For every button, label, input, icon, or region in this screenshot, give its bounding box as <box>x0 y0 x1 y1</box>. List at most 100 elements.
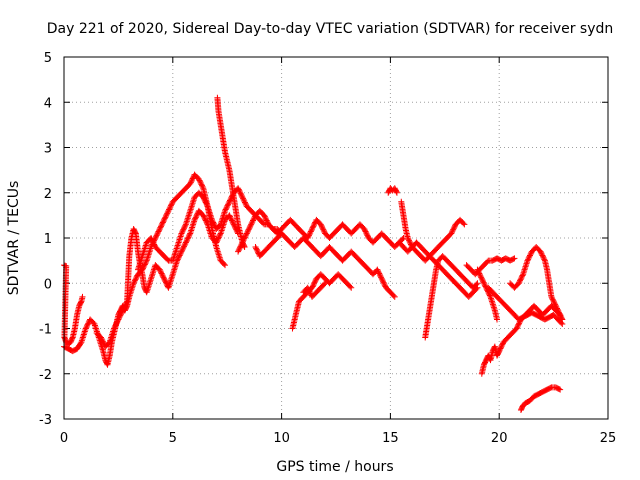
data-point-marker <box>513 325 520 332</box>
data-point-marker <box>406 238 413 245</box>
data-point-marker <box>363 229 370 236</box>
data-point-marker <box>235 186 242 193</box>
data-point-marker <box>111 324 118 331</box>
data-point-marker <box>203 220 210 227</box>
data-point-marker <box>203 200 210 207</box>
data-point-marker <box>364 232 371 239</box>
data-point-marker <box>305 286 312 293</box>
series-sat-j <box>385 185 400 196</box>
data-point-marker <box>381 280 388 287</box>
data-point-marker <box>558 315 565 322</box>
data-point-marker <box>192 214 199 221</box>
data-point-marker <box>164 256 171 263</box>
data-point-marker <box>213 239 220 246</box>
data-point-marker <box>98 335 105 342</box>
data-point-marker <box>185 233 192 240</box>
data-point-marker <box>474 266 481 273</box>
data-point-marker <box>111 325 118 332</box>
data-point-marker <box>390 292 397 299</box>
data-point-marker <box>142 260 149 267</box>
data-point-marker <box>202 216 209 223</box>
data-point-marker <box>305 287 312 294</box>
series-sat-q <box>485 284 566 327</box>
data-point-marker <box>112 321 119 328</box>
data-point-marker <box>449 227 456 234</box>
data-point-marker <box>187 180 194 187</box>
data-point-marker <box>222 262 229 269</box>
data-point-marker <box>552 302 559 309</box>
data-point-marker <box>322 280 329 287</box>
data-point-marker <box>236 244 243 251</box>
data-point-marker <box>251 214 258 221</box>
y-tick-label: 1 <box>44 232 52 247</box>
data-point-marker <box>310 222 317 229</box>
data-point-marker <box>378 274 385 281</box>
x-tick-label: 5 <box>169 431 177 446</box>
data-point-marker <box>167 202 174 209</box>
grid <box>64 57 608 419</box>
data-point-marker <box>186 231 193 238</box>
data-point-marker <box>229 218 236 225</box>
data-point-marker <box>517 277 524 284</box>
data-point-marker <box>200 195 207 202</box>
data-point-marker <box>189 175 196 182</box>
data-point-marker <box>116 315 123 322</box>
data-point-marker <box>550 297 557 304</box>
data-point-marker <box>182 239 189 246</box>
data-point-marker <box>202 199 209 206</box>
data-point-marker <box>309 224 316 231</box>
data-point-marker <box>180 243 187 250</box>
data-point-marker <box>151 241 158 248</box>
data-point-marker <box>141 262 148 269</box>
data-point-marker <box>180 244 187 251</box>
data-point-marker <box>242 233 249 240</box>
data-point-marker <box>118 309 125 316</box>
data-point-marker <box>148 235 155 241</box>
data-point-marker <box>475 269 482 276</box>
data-point-marker <box>188 178 195 185</box>
series-sat-g <box>252 230 398 300</box>
data-point-marker <box>518 275 525 282</box>
data-point-marker <box>77 299 84 306</box>
data-point-marker <box>228 217 235 224</box>
data-point-marker <box>161 277 168 284</box>
data-point-marker <box>540 255 547 262</box>
data-point-marker <box>79 293 86 300</box>
data-point-marker <box>551 300 558 307</box>
data-point-marker <box>498 342 505 349</box>
data-point-marker <box>556 386 563 393</box>
data-point-marker <box>113 320 120 327</box>
data-point-marker <box>69 335 76 342</box>
data-point-marker <box>481 280 488 287</box>
data-point-marker <box>164 210 171 217</box>
data-point-marker <box>248 220 255 227</box>
data-point-marker <box>405 236 412 243</box>
data-point-marker <box>312 278 319 285</box>
data-point-marker <box>482 283 489 290</box>
data-point-marker <box>476 270 483 277</box>
data-point-marker <box>116 313 123 320</box>
data-point-marker <box>538 249 545 256</box>
data-point-marker <box>514 322 521 329</box>
data-point-marker <box>215 234 222 241</box>
data-point-marker <box>480 278 487 285</box>
data-point-marker <box>252 244 259 251</box>
data-point-marker <box>235 185 242 192</box>
data-point-marker <box>85 320 92 327</box>
data-point-marker <box>261 213 268 220</box>
data-point-marker <box>254 247 261 254</box>
data-point-marker <box>379 278 386 285</box>
data-point-marker <box>514 324 521 331</box>
data-point-marker <box>191 216 198 223</box>
data-point-marker <box>161 215 168 222</box>
data-point-marker <box>306 231 313 238</box>
data-point-marker <box>307 228 314 235</box>
data-point-marker <box>155 228 162 235</box>
data-point-marker <box>121 303 128 310</box>
data-point-marker <box>548 293 555 300</box>
data-point-marker <box>399 236 406 243</box>
data-point-marker <box>241 235 248 242</box>
data-point-marker <box>158 270 165 277</box>
data-point-marker <box>555 309 562 316</box>
data-point-marker <box>238 192 245 199</box>
